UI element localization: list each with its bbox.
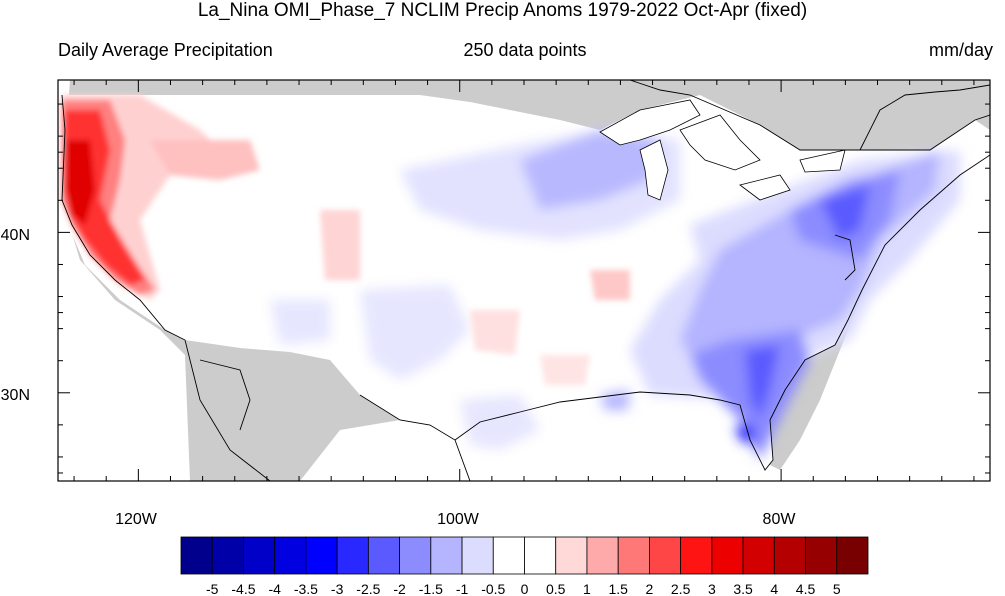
colorbar-swatch	[243, 536, 276, 575]
colorbar-label: -0.5	[481, 581, 505, 596]
colorbar-swatch	[555, 536, 588, 575]
colorbar-label: 3.5	[733, 581, 753, 596]
colorbar-swatch	[586, 536, 619, 575]
colorbar-label: 4.5	[796, 581, 816, 596]
positive-anomaly-shading	[62, 95, 630, 385]
great-lakes	[599, 99, 846, 201]
colorbar-label: -3.5	[294, 581, 318, 596]
colorbar-label: -1	[456, 581, 469, 596]
colorbar-swatch	[805, 536, 838, 575]
colorbar-label: -2.5	[356, 581, 380, 596]
colorbar: -5 -4.5 -4 -3.5 -3 -2.5 -2 -1.5 -1 -0.5 0 0.5 1 1.5 2 2…	[180, 536, 869, 596]
x-tick-80w: 80W	[763, 511, 797, 528]
units-label: mm/day	[928, 40, 993, 60]
colorbar-label: -4.5	[231, 581, 255, 596]
chart-title: La_Nina OMI_Phase_7 NCLIM Precip Anoms 1…	[197, 0, 808, 21]
colorbar-swatch	[211, 536, 244, 575]
gulf-atlantic-ocean	[300, 150, 990, 481]
colorbar-swatch	[367, 536, 400, 575]
colorbar-swatch	[773, 536, 806, 575]
colorbar-label: 2	[646, 581, 654, 596]
colorbar-swatch	[649, 536, 682, 575]
colorbar-label: 4	[770, 581, 778, 596]
colorbar-swatch	[336, 536, 369, 575]
colorbar-label: 2.5	[671, 581, 691, 596]
colorbar-swatch	[836, 536, 869, 575]
colorbar-label: -2	[393, 581, 406, 596]
colorbar-swatch	[742, 536, 775, 575]
colorbar-label: 0	[521, 581, 529, 596]
y-tick-30n: 30N	[1, 387, 30, 404]
colorbar-swatch	[180, 536, 213, 575]
colorbar-label: -3	[331, 581, 344, 596]
colorbar-swatch	[399, 536, 432, 575]
colorbar-label: -5	[206, 581, 219, 596]
negative-anomaly-shading	[270, 130, 960, 460]
colorbar-swatch	[492, 536, 525, 575]
y-tick-40n: 40N	[1, 227, 30, 244]
axis-ticks	[58, 80, 990, 481]
colorbar-swatch	[274, 536, 307, 575]
colorbar-swatch	[430, 536, 463, 575]
map-panel	[58, 80, 990, 481]
colorbar-swatch	[680, 536, 713, 575]
colorbar-label: 3	[708, 581, 716, 596]
colorbar-swatch	[617, 536, 650, 575]
colorbar-label: -1.5	[419, 581, 443, 596]
colorbar-swatch	[524, 536, 557, 575]
variable-label: Daily Average Precipitation	[58, 40, 273, 60]
colorbar-label: 1	[583, 581, 591, 596]
colorbar-swatch	[461, 536, 494, 575]
data-points-label: 250 data points	[463, 40, 587, 60]
colorbar-label: 5	[833, 581, 841, 596]
colorbar-label: 1.5	[608, 581, 628, 596]
colorbar-label: -4	[268, 581, 281, 596]
x-tick-120w: 120W	[115, 511, 158, 528]
colorbar-label: 0.5	[546, 581, 566, 596]
colorbar-swatch	[305, 536, 338, 575]
x-tick-100w: 100W	[437, 511, 480, 528]
colorbar-swatch	[711, 536, 744, 575]
